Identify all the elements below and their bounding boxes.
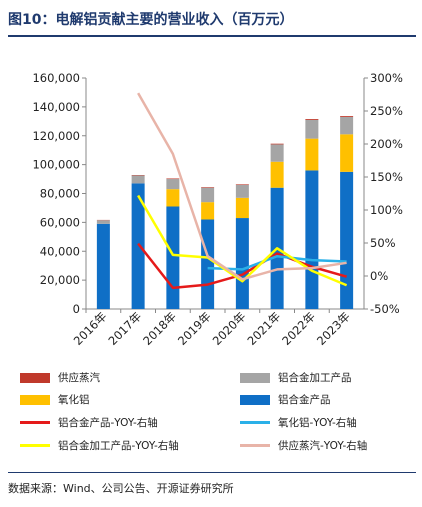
- legend-swatch-processed-yoy: [20, 444, 50, 447]
- y2-tick-label: 150%: [370, 170, 403, 184]
- legend-item-processed: 铝合金加工产品: [240, 370, 352, 385]
- y2-tick-label: 300%: [370, 71, 403, 85]
- revenue-chart: 0 20,000 40,000 60,000 80,000 100,000 120,000 1…: [32, 71, 403, 348]
- bar-segment: [166, 189, 180, 207]
- bar-segment: [96, 220, 110, 224]
- bar-segment: [131, 183, 145, 309]
- bar-segment: [235, 184, 249, 198]
- y-tick-label: 160,000: [32, 71, 80, 85]
- x-tick-label: 2019年: [175, 309, 214, 348]
- legend-label-alumina-yoy: 氧化铝-YOY-右轴: [278, 417, 357, 429]
- bar-segment: [201, 187, 215, 203]
- x-tick-label: 2022年: [279, 309, 318, 348]
- legend-label-steam-yoy: 供应蒸汽-YOY-右轴: [278, 440, 368, 452]
- y-tick-label: 80,000: [40, 187, 80, 201]
- bar-segment: [201, 202, 215, 220]
- legend-label-alloy: 铝合金产品: [278, 394, 331, 406]
- legend-swatch-steam: [20, 372, 50, 383]
- bar-segment: [131, 175, 145, 184]
- x-tick-label: 2023年: [314, 309, 353, 348]
- y-tick-label: 0: [73, 302, 80, 316]
- bar-segment: [166, 206, 180, 309]
- legend-swatch-alloy-yoy: [20, 421, 50, 424]
- legend-swatch-processed: [240, 372, 270, 383]
- legend-item-alumina-yoy: 氧化铝-YOY-右轴: [240, 415, 357, 430]
- y2-tick-label: 100%: [370, 203, 403, 217]
- legend-swatch-alumina-yoy: [240, 421, 270, 424]
- legend-swatch-alumina: [20, 394, 50, 405]
- legend-swatch-steam-yoy: [240, 444, 270, 447]
- y-tick-label: 60,000: [40, 215, 80, 229]
- legend-swatch-alloy: [240, 394, 270, 405]
- y2-tick-label: 0%: [370, 269, 388, 283]
- bar-segment: [166, 179, 180, 190]
- legend-item-alloy-yoy: 铝合金产品-YOY-右轴: [20, 415, 158, 430]
- legend-label-processed-yoy: 铝合金加工产品-YOY-右轴: [58, 440, 179, 452]
- legend-item-steam: 供应蒸汽: [20, 370, 100, 385]
- bar-segment: [340, 134, 354, 172]
- legend-item-steam-yoy: 供应蒸汽-YOY-右轴: [240, 438, 367, 453]
- figure-title: 图10：电解铝贡献主要的营业收入（百万元）: [8, 12, 294, 28]
- y2-tick-label: 200%: [370, 137, 403, 151]
- bar-segment: [235, 184, 249, 185]
- bar-segment: [270, 143, 284, 145]
- bar-segment: [305, 170, 319, 309]
- bar-segment: [201, 219, 215, 309]
- x-tick-label: 2017年: [106, 309, 145, 348]
- bar-segment: [270, 161, 284, 188]
- y-tick-label: 20,000: [40, 273, 80, 287]
- bar-segment: [235, 197, 249, 219]
- source-note: 数据来源：Wind、公司公告、开源证券研究所: [8, 482, 234, 495]
- legend-item-processed-yoy: 铝合金加工产品-YOY-右轴: [20, 438, 179, 453]
- bar-segment: [305, 138, 319, 171]
- bar-segment: [270, 144, 284, 162]
- legend-item-alloy: 铝合金产品: [240, 392, 331, 407]
- bar-segment: [235, 218, 249, 309]
- bar-segment: [166, 178, 180, 180]
- x-tick-label: 2020年: [210, 309, 249, 348]
- bar-segment: [305, 119, 319, 120]
- bar-segment: [96, 223, 110, 309]
- y-tick-label: 120,000: [32, 129, 80, 143]
- x-tick-label: 2018年: [140, 309, 179, 348]
- bar-segment: [201, 187, 215, 188]
- y2-tick-label: 250%: [370, 104, 403, 118]
- legend-item-alumina: 氧化铝: [20, 392, 90, 407]
- bar-segment: [305, 119, 319, 139]
- y2-tick-label: -50%: [370, 302, 400, 316]
- legend-label-steam: 供应蒸汽: [58, 372, 100, 384]
- bar-segment: [340, 171, 354, 309]
- y-tick-label: 140,000: [32, 100, 80, 114]
- y2-tick-label: 50%: [370, 236, 396, 250]
- x-tick-label: 2021年: [245, 309, 284, 348]
- bar-segment: [340, 116, 354, 135]
- y-tick-label: 100,000: [32, 158, 80, 172]
- legend-label-processed: 铝合金加工产品: [278, 372, 352, 384]
- series-line: [207, 254, 347, 271]
- series-line: [137, 92, 347, 281]
- series-line: [137, 194, 348, 287]
- series-line: [137, 242, 347, 290]
- legend-label-alumina: 氧化铝: [58, 394, 90, 406]
- legend-label-alloy-yoy: 铝合金产品-YOY-右轴: [58, 417, 158, 429]
- bar-segment: [340, 116, 354, 117]
- title-rule: [8, 35, 416, 37]
- y-tick-label: 40,000: [40, 244, 80, 258]
- footer-rule: [8, 472, 416, 473]
